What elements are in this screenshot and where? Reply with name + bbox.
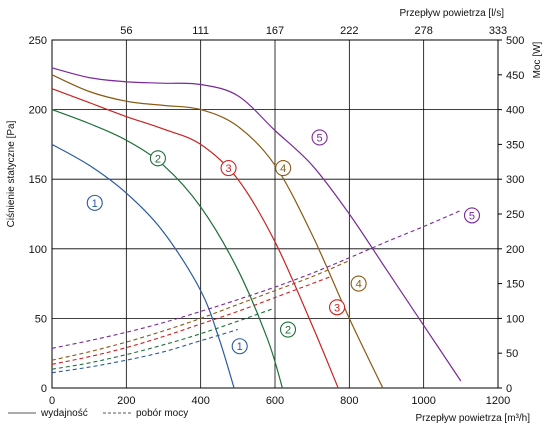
y2-tick-label: 50: [506, 348, 518, 360]
legend-item-wydajnosc: wydajność: [40, 408, 88, 419]
power-marker-5-label: 5: [469, 210, 475, 222]
pressure-marker-5-label: 5: [317, 132, 323, 144]
y2-tick-label: 450: [506, 70, 524, 82]
y2-tick-label: 0: [506, 383, 512, 395]
x2-tick-label: 278: [414, 25, 432, 37]
pressure-curve-2: [51, 109, 283, 389]
pressure-curve-5: [51, 67, 462, 382]
x-tick-label: 600: [266, 395, 284, 407]
power-curve-1: [51, 328, 238, 374]
y-tick-label: 0: [41, 383, 47, 395]
pressure-marker-2-circle: [149, 150, 166, 167]
x-axis-title: Przepływ powietrza [m³/h]: [416, 413, 531, 424]
power-marker-4-circle: [350, 275, 367, 292]
y-tick-label: 50: [35, 313, 47, 325]
y2-tick-label: 500: [506, 35, 524, 47]
x-tick-label: 400: [191, 395, 209, 407]
power-marker-1-circle: [231, 338, 248, 355]
pressure-marker-2-label: 2: [155, 153, 161, 165]
power-curve-5: [51, 209, 462, 349]
y2-tick-label: 100: [506, 313, 524, 325]
y-tick-label: 250: [29, 35, 47, 47]
pressure-curve-3: [51, 88, 339, 389]
pressure-marker-1-label: 1: [92, 198, 98, 210]
x2-tick-label: 222: [340, 25, 358, 37]
power-curve-2: [51, 307, 276, 370]
curve-markers: 1 2 3 4 5 1 2 3 4 5: [86, 129, 481, 355]
pressure-marker-5-circle: [311, 129, 328, 146]
legend-item-pobor-mocy: pobór mocy: [136, 408, 188, 419]
pressure-marker-3-label: 3: [225, 163, 231, 175]
power-curve-4: [51, 260, 350, 361]
x2-tick-label: 111: [192, 25, 209, 37]
x-tick-label: 800: [340, 395, 358, 407]
power-marker-4-label: 4: [356, 279, 362, 291]
pressure-marker-4-label: 4: [280, 163, 286, 175]
power-marker-3-circle: [329, 299, 346, 316]
x-tick-label: 1000: [411, 395, 435, 407]
power-marker-2-circle: [279, 321, 297, 338]
x2-tick-label: 333: [489, 25, 507, 37]
y2-axis-title: Moc [W]: [532, 41, 543, 78]
x-tick-label: 0: [49, 395, 55, 407]
pressure-marker-1-circle: [86, 194, 103, 211]
power-curves: [51, 209, 462, 374]
pressure-curve-1: [51, 143, 235, 389]
y2-tick-label: 350: [506, 139, 524, 151]
pressure-marker-4-circle: [275, 160, 292, 177]
y-tick-label: 150: [29, 174, 47, 186]
x-tick-label: 200: [117, 395, 135, 407]
y2-tick-label: 250: [506, 209, 524, 221]
power-marker-3-label: 3: [334, 302, 340, 314]
power-marker-1-label: 1: [237, 341, 243, 353]
y-tick-label: 100: [29, 244, 47, 256]
y-tick-label: 200: [29, 105, 47, 117]
pressure-curves: [51, 67, 462, 389]
y2-tick-label: 200: [506, 244, 524, 256]
x-tick-label: 1200: [486, 395, 510, 407]
legend: wydajność pobór mocy: [8, 408, 188, 419]
y2-tick-label: 150: [506, 279, 524, 291]
x2-axis-title: Przepływ powietrza [l/s]: [400, 8, 505, 19]
pressure-curve-4: [51, 74, 384, 389]
y2-tick-label: 300: [506, 174, 524, 186]
power-marker-2-label: 2: [285, 325, 291, 337]
pressure-marker-3-circle: [220, 160, 237, 177]
power-marker-5-circle: [463, 207, 481, 224]
x2-tick-label: 56: [120, 25, 132, 37]
x2-tick-label: 167: [266, 25, 284, 37]
y-axis-title: Ciśnienie statyczne [Pa]: [6, 120, 17, 227]
power-curve-3: [51, 276, 331, 365]
y2-tick-label: 400: [506, 105, 524, 117]
